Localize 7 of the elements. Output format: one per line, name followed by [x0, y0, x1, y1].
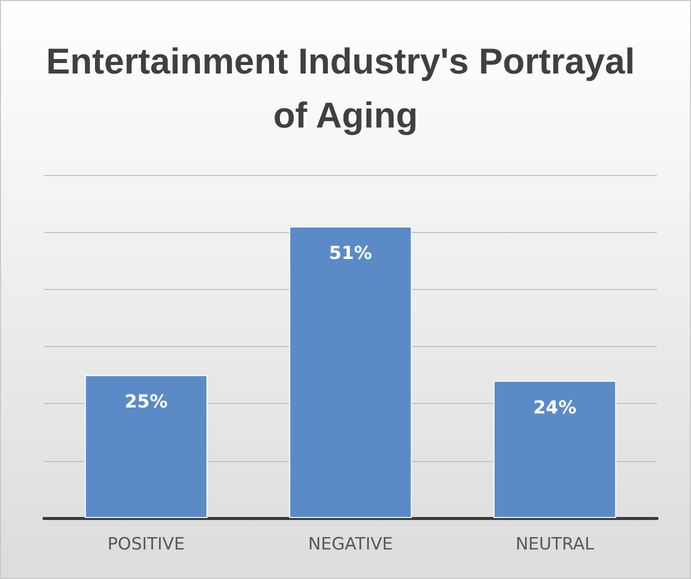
x-tick-label: NEUTRAL — [516, 534, 595, 554]
data-label: 25% — [124, 392, 168, 413]
x-tick-label: NEGATIVE — [308, 534, 393, 554]
x-tick-label: POSITIVE — [108, 534, 185, 554]
data-label: 51% — [328, 242, 372, 264]
chart-title: Entertainment Industry's Portrayal of Aging — [46, 40, 645, 136]
data-label: 24% — [533, 397, 576, 418]
